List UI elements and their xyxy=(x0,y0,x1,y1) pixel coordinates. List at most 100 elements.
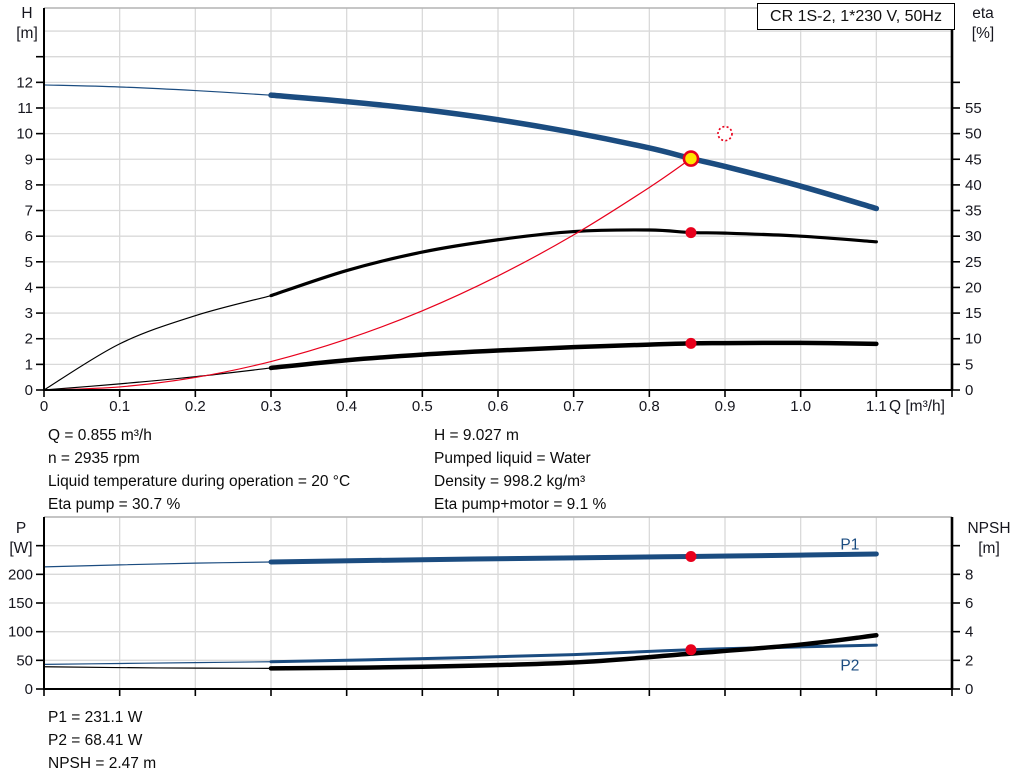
svg-text:20: 20 xyxy=(965,279,982,296)
svg-text:100: 100 xyxy=(8,624,33,641)
power-npsh-chart: 0 50 100 150 200 0 2 4 6 8 P1 P2 xyxy=(8,516,973,698)
svg-text:0: 0 xyxy=(40,398,48,415)
series-group xyxy=(43,84,880,391)
p2-curve xyxy=(269,643,878,664)
svg-text:5: 5 xyxy=(965,356,973,373)
svg-text:6: 6 xyxy=(965,595,973,612)
p1-curve-thin xyxy=(43,561,272,568)
svg-text:0: 0 xyxy=(965,681,973,698)
axis-ticks: 0 0.1 0.2 0.3 0.4 0.5 0.6 0.7 0.8 0.9 1.0 1.1012345… xyxy=(16,55,982,415)
axis-ticks: 0 50 100 150 200 0 2 4 6 8 xyxy=(8,544,973,698)
duty-markers xyxy=(685,551,697,656)
npsh-axis-label-line2: [m] xyxy=(978,540,1000,557)
p1-curve-label: P1 xyxy=(840,537,859,554)
info-pumped-liquid: Pumped liquid = Water xyxy=(434,450,591,467)
hq-eta-chart: 0 0.1 0.2 0.3 0.4 0.5 0.6 0.7 0.8 0.9 1.0 1.1012345… xyxy=(16,7,982,415)
svg-text:150: 150 xyxy=(8,595,33,612)
svg-text:1.0: 1.0 xyxy=(790,398,811,415)
duty-point-marker xyxy=(682,150,700,167)
svg-text:8: 8 xyxy=(25,177,33,194)
eta-axis-label-line2: [%] xyxy=(971,25,995,42)
svg-text:5: 5 xyxy=(25,254,33,271)
p2-duty-dot xyxy=(685,644,697,656)
info-eta-pump-motor: Eta pump+motor = 9.1 % xyxy=(434,496,607,513)
eta-axis-label: eta [%] xyxy=(962,4,1004,44)
svg-text:0.8: 0.8 xyxy=(639,398,660,415)
duty-info-left: Q = 0.855 m³/h n = 2935 rpm Liquid tempe… xyxy=(48,424,350,516)
info-liquid-temperature: Liquid temperature during operation = 20… xyxy=(48,473,351,490)
pump-title-text: CR 1S-2, 1*230 V, 50Hz xyxy=(770,7,942,25)
eta-pump-motor-curve xyxy=(268,340,879,371)
info-flow: Q = 0.855 m³/h xyxy=(48,427,152,444)
svg-text:4: 4 xyxy=(965,624,973,641)
p-axis-label-line1: P xyxy=(15,520,27,537)
qh-curve xyxy=(268,92,880,212)
power-info: P1 = 231.1 W P2 = 68.41 W NPSH = 2.47 m xyxy=(48,706,156,775)
svg-text:12: 12 xyxy=(16,74,33,91)
svg-text:2: 2 xyxy=(965,652,973,669)
p1-duty-dot xyxy=(685,551,697,563)
info-eta-pump: Eta pump = 30.7 % xyxy=(48,496,181,513)
svg-text:11: 11 xyxy=(17,100,33,117)
p1-curve xyxy=(268,551,879,565)
svg-text:7: 7 xyxy=(25,203,33,220)
duty-markers xyxy=(682,125,733,349)
p-axis-label-line2: [W] xyxy=(9,540,33,557)
svg-text:10: 10 xyxy=(16,126,33,143)
svg-text:6: 6 xyxy=(25,228,33,245)
svg-text:30: 30 xyxy=(965,228,982,245)
svg-text:0.3: 0.3 xyxy=(261,398,282,415)
series-group xyxy=(43,551,879,671)
p2-curve-label: P2 xyxy=(840,657,859,674)
svg-text:50: 50 xyxy=(16,652,33,669)
svg-text:50: 50 xyxy=(965,126,982,143)
svg-text:0.2: 0.2 xyxy=(185,398,206,415)
svg-text:45: 45 xyxy=(965,151,982,168)
svg-text:25: 25 xyxy=(965,254,982,271)
eta-pump-curve xyxy=(269,228,878,298)
svg-text:4: 4 xyxy=(25,279,33,296)
system-curve-thin xyxy=(43,158,692,391)
npsh-curve-thin xyxy=(43,666,272,669)
svg-text:200: 200 xyxy=(8,566,33,583)
duty-info-right: H = 9.027 m Pumped liquid = Water Densit… xyxy=(434,424,606,516)
requested-duty-marker xyxy=(717,125,733,142)
eta-axis-label-line1: eta xyxy=(972,5,994,22)
svg-text:0: 0 xyxy=(965,382,973,399)
npsh-curve xyxy=(268,633,879,671)
h-axis-label: H [m] xyxy=(8,4,46,44)
eta-pump-curve-thin xyxy=(43,295,272,391)
svg-text:0.6: 0.6 xyxy=(488,398,509,415)
svg-text:0.9: 0.9 xyxy=(715,398,736,415)
svg-text:0: 0 xyxy=(25,382,33,399)
info-head: H = 9.027 m xyxy=(434,427,519,444)
svg-text:3: 3 xyxy=(25,305,33,322)
svg-text:35: 35 xyxy=(965,203,982,220)
info-p2: P2 = 68.41 W xyxy=(48,732,143,749)
npsh-axis-label-line1: NPSH xyxy=(967,520,1011,537)
svg-text:15: 15 xyxy=(965,305,982,322)
svg-text:55: 55 xyxy=(965,100,982,117)
gridlines xyxy=(44,8,953,390)
pump-title-box: CR 1S-2, 1*230 V, 50Hz xyxy=(757,3,955,30)
info-p1: P1 = 231.1 W xyxy=(48,709,143,726)
svg-text:0.1: 0.1 xyxy=(109,398,130,415)
svg-text:1: 1 xyxy=(25,356,33,373)
svg-text:40: 40 xyxy=(965,177,982,194)
eta-pump-motor-duty-dot xyxy=(685,337,697,349)
svg-text:1.1: 1.1 xyxy=(866,398,887,415)
h-axis-label-line2: [m] xyxy=(16,25,38,42)
info-npsh: NPSH = 2.47 m xyxy=(48,755,157,772)
svg-text:0.5: 0.5 xyxy=(412,398,433,415)
h-axis-label-line1: H xyxy=(21,5,33,22)
qh-curve-thin xyxy=(43,84,272,96)
svg-text:0.7: 0.7 xyxy=(563,398,584,415)
eta-pump-motor-curve-thin xyxy=(43,367,272,391)
svg-text:8: 8 xyxy=(965,566,973,583)
info-speed: n = 2935 rpm xyxy=(48,450,140,467)
npsh-axis-label: NPSH [m] xyxy=(960,519,1018,559)
svg-text:0: 0 xyxy=(25,681,33,698)
p-axis-label: P [W] xyxy=(2,519,40,559)
